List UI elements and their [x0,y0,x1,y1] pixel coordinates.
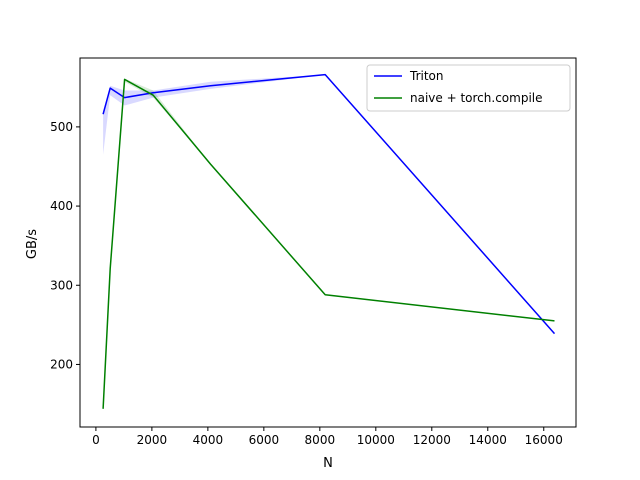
series-1-line [102,78,555,409]
y-tick-label: 300 [50,278,73,292]
plot-frame [79,57,577,428]
x-tick-label: 4000 [193,433,224,447]
y-tick-label: 500 [50,120,73,134]
legend: Triton naive + torch.compile [366,64,571,112]
y-axis-label: GB/s [25,229,40,259]
x-tick-label: 2000 [137,433,168,447]
x-tick-label: 10000 [357,433,395,447]
x-tick-label: 16000 [525,433,563,447]
y-axis-ticks: 200 300 400 500 [50,120,80,371]
y-tick-label: 200 [50,357,73,371]
series-lines [102,73,556,409]
x-axis-ticks: 0 2000 4000 6000 8000 10000 12000 14000 16000 [92,427,563,447]
series-0-line [102,73,556,335]
x-tick-label: 0 [92,433,100,447]
legend-label: Triton [409,69,444,83]
x-tick-label: 8000 [305,433,336,447]
legend-box [366,64,571,112]
y-tick-label: 400 [50,199,73,213]
legend-label: naive + torch.compile [410,91,543,105]
x-axis-label: N [323,456,333,471]
x-tick-label: 6000 [249,433,280,447]
x-tick-label: 14000 [469,433,507,447]
x-tick-label: 12000 [413,433,451,447]
